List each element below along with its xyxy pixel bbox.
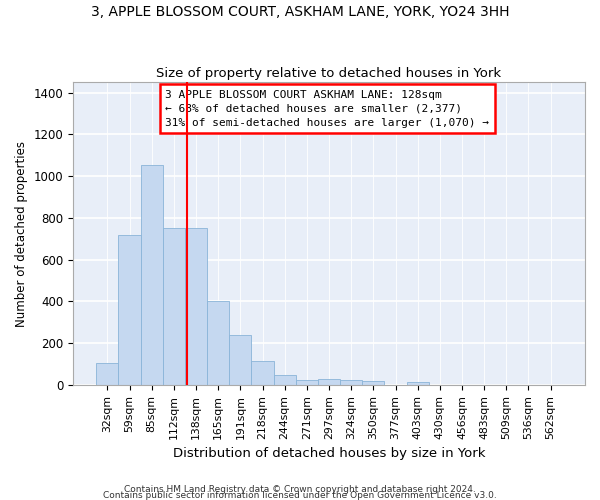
X-axis label: Distribution of detached houses by size in York: Distribution of detached houses by size … — [173, 447, 485, 460]
Bar — [407, 382, 429, 385]
Bar — [274, 375, 296, 385]
Bar — [362, 381, 385, 385]
Bar — [229, 335, 251, 385]
Bar — [118, 234, 140, 385]
Text: 3, APPLE BLOSSOM COURT, ASKHAM LANE, YORK, YO24 3HH: 3, APPLE BLOSSOM COURT, ASKHAM LANE, YOR… — [91, 5, 509, 19]
Text: Contains public sector information licensed under the Open Government Licence v3: Contains public sector information licen… — [103, 490, 497, 500]
Text: 3 APPLE BLOSSOM COURT ASKHAM LANE: 128sqm
← 68% of detached houses are smaller (: 3 APPLE BLOSSOM COURT ASKHAM LANE: 128sq… — [165, 90, 489, 128]
Bar — [96, 363, 118, 385]
Y-axis label: Number of detached properties: Number of detached properties — [15, 140, 28, 326]
Bar — [185, 228, 207, 385]
Bar — [251, 361, 274, 385]
Bar — [140, 164, 163, 385]
Bar — [318, 378, 340, 385]
Bar — [207, 302, 229, 385]
Bar — [340, 380, 362, 385]
Text: Contains HM Land Registry data © Crown copyright and database right 2024.: Contains HM Land Registry data © Crown c… — [124, 484, 476, 494]
Bar — [163, 228, 185, 385]
Title: Size of property relative to detached houses in York: Size of property relative to detached ho… — [157, 66, 502, 80]
Bar — [296, 380, 318, 385]
